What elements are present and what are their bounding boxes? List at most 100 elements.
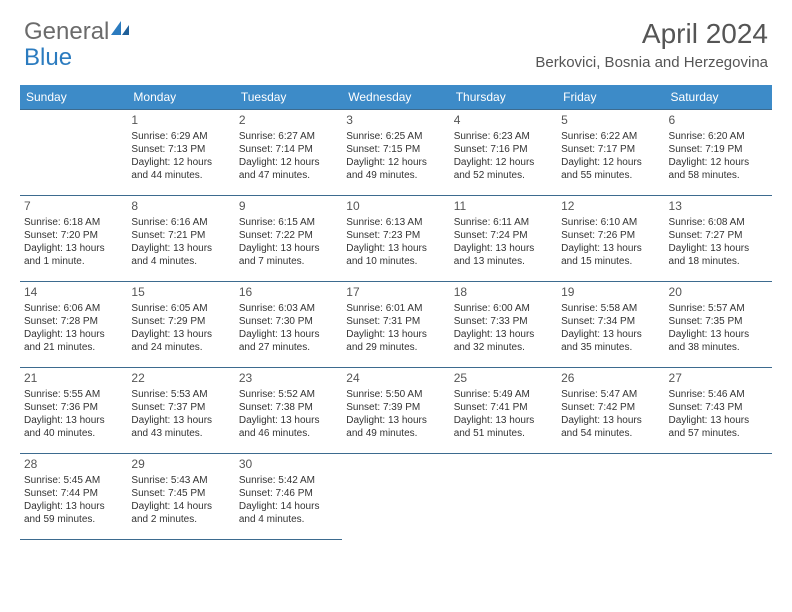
calendar-week-row: 21 Sunrise: 5:55 AMSunset: 7:36 PMDayligh…: [20, 368, 772, 454]
day-number: 11: [454, 199, 553, 214]
calendar-day-cell: 10 Sunrise: 6:13 AMSunset: 7:23 PMDayligh…: [342, 196, 449, 282]
day-data: Sunrise: 6:00 AMSunset: 7:33 PMDaylight:…: [454, 303, 553, 354]
day-data: Sunrise: 5:50 AMSunset: 7:39 PMDaylight:…: [346, 389, 445, 440]
calendar-day-cell: 18 Sunrise: 6:00 AMSunset: 7:33 PMDayligh…: [450, 282, 557, 368]
title-block: April 2024 Berkovici, Bosnia and Herzego…: [535, 18, 768, 71]
day-number: 7: [24, 199, 123, 214]
day-number: 30: [239, 457, 338, 472]
calendar-empty-cell: [342, 454, 449, 540]
day-number: 5: [561, 113, 660, 128]
day-data: Sunrise: 5:55 AMSunset: 7:36 PMDaylight:…: [24, 389, 123, 440]
calendar-week-row: 14 Sunrise: 6:06 AMSunset: 7:28 PMDayligh…: [20, 282, 772, 368]
day-data: Sunrise: 6:06 AMSunset: 7:28 PMDaylight:…: [24, 303, 123, 354]
dow-header-row: SundayMondayTuesdayWednesdayThursdayFrid…: [20, 85, 772, 110]
dow-header-cell: Wednesday: [342, 85, 449, 110]
day-number: 17: [346, 285, 445, 300]
calendar-day-cell: 4 Sunrise: 6:23 AMSunset: 7:16 PMDaylight…: [450, 110, 557, 196]
calendar-day-cell: 7 Sunrise: 6:18 AMSunset: 7:20 PMDaylight…: [20, 196, 127, 282]
calendar-day-cell: 15 Sunrise: 6:05 AMSunset: 7:29 PMDayligh…: [127, 282, 234, 368]
calendar-day-cell: 22 Sunrise: 5:53 AMSunset: 7:37 PMDayligh…: [127, 368, 234, 454]
day-data: Sunrise: 6:25 AMSunset: 7:15 PMDaylight:…: [346, 131, 445, 182]
dow-header-cell: Sunday: [20, 85, 127, 110]
calendar-week-row: 7 Sunrise: 6:18 AMSunset: 7:20 PMDaylight…: [20, 196, 772, 282]
calendar-day-cell: 21 Sunrise: 5:55 AMSunset: 7:36 PMDayligh…: [20, 368, 127, 454]
day-number: 26: [561, 371, 660, 386]
day-data: Sunrise: 6:18 AMSunset: 7:20 PMDaylight:…: [24, 217, 123, 268]
day-number: 18: [454, 285, 553, 300]
day-number: 15: [131, 285, 230, 300]
day-data: Sunrise: 6:10 AMSunset: 7:26 PMDaylight:…: [561, 217, 660, 268]
day-data: Sunrise: 6:01 AMSunset: 7:31 PMDaylight:…: [346, 303, 445, 354]
dow-header-cell: Friday: [557, 85, 664, 110]
day-data: Sunrise: 5:45 AMSunset: 7:44 PMDaylight:…: [24, 475, 123, 526]
calendar-day-cell: 23Sunrise: 5:52 AMSunset: 7:38 PMDayligh…: [235, 368, 342, 454]
calendar-day-cell: 24 Sunrise: 5:50 AMSunset: 7:39 PMDayligh…: [342, 368, 449, 454]
calendar-day-cell: 12 Sunrise: 6:10 AMSunset: 7:26 PMDayligh…: [557, 196, 664, 282]
day-data: Sunrise: 6:22 AMSunset: 7:17 PMDaylight:…: [561, 131, 660, 182]
day-number: 21: [24, 371, 123, 386]
calendar-day-cell: 2 Sunrise: 6:27 AMSunset: 7:14 PMDaylight…: [235, 110, 342, 196]
month-title: April 2024: [535, 18, 768, 50]
day-number: 28: [24, 457, 123, 472]
day-data: Sunrise: 6:20 AMSunset: 7:19 PMDaylight:…: [669, 131, 768, 182]
calendar-empty-cell: [20, 110, 127, 196]
day-number: 19: [561, 285, 660, 300]
calendar-day-cell: 9Sunrise: 6:15 AMSunset: 7:22 PMDaylight…: [235, 196, 342, 282]
day-number: 13: [669, 199, 768, 214]
day-data: Sunrise: 6:29 AMSunset: 7:13 PMDaylight:…: [131, 131, 230, 182]
calendar-day-cell: 13 Sunrise: 6:08 AMSunset: 7:27 PMDayligh…: [665, 196, 772, 282]
calendar-empty-cell: [665, 454, 772, 540]
day-number: 14: [24, 285, 123, 300]
dow-header-cell: Saturday: [665, 85, 772, 110]
day-number: 4: [454, 113, 553, 128]
day-data: Sunrise: 5:49 AMSunset: 7:41 PMDaylight:…: [454, 389, 553, 440]
calendar-day-cell: 27Sunrise: 5:46 AMSunset: 7:43 PMDayligh…: [665, 368, 772, 454]
day-data: Sunrise: 6:23 AMSunset: 7:16 PMDaylight:…: [454, 131, 553, 182]
calendar-day-cell: 11Sunrise: 6:11 AMSunset: 7:24 PMDayligh…: [450, 196, 557, 282]
calendar-day-cell: 14 Sunrise: 6:06 AMSunset: 7:28 PMDayligh…: [20, 282, 127, 368]
header: General April 2024 Berkovici, Bosnia and…: [0, 0, 792, 77]
day-number: 24: [346, 371, 445, 386]
day-number: 16: [239, 285, 338, 300]
calendar-table: SundayMondayTuesdayWednesdayThursdayFrid…: [20, 85, 772, 540]
calendar-week-row: 28 Sunrise: 5:45 AMSunset: 7:44 PMDayligh…: [20, 454, 772, 540]
day-data: Sunrise: 6:27 AMSunset: 7:14 PMDaylight:…: [239, 131, 338, 182]
calendar-empty-cell: [450, 454, 557, 540]
day-data: Sunrise: 6:13 AMSunset: 7:23 PMDaylight:…: [346, 217, 445, 268]
day-data: Sunrise: 5:58 AMSunset: 7:34 PMDaylight:…: [561, 303, 660, 354]
day-number: 2: [239, 113, 338, 128]
calendar-day-cell: 29 Sunrise: 5:43 AMSunset: 7:45 PMDayligh…: [127, 454, 234, 540]
logo-blue-row: Blue: [24, 44, 72, 72]
day-data: Sunrise: 6:08 AMSunset: 7:27 PMDaylight:…: [669, 217, 768, 268]
day-number: 3: [346, 113, 445, 128]
day-number: 12: [561, 199, 660, 214]
logo-sail-icon: [111, 21, 131, 44]
day-number: 9: [239, 199, 338, 214]
day-data: Sunrise: 6:05 AMSunset: 7:29 PMDaylight:…: [131, 303, 230, 354]
calendar-day-cell: 30 Sunrise: 5:42 AMSunset: 7:46 PMDayligh…: [235, 454, 342, 540]
logo-text-general: General: [24, 18, 109, 46]
calendar-day-cell: 17 Sunrise: 6:01 AMSunset: 7:31 PMDayligh…: [342, 282, 449, 368]
day-data: Sunrise: 6:03 AMSunset: 7:30 PMDaylight:…: [239, 303, 338, 354]
day-number: 29: [131, 457, 230, 472]
dow-header-cell: Monday: [127, 85, 234, 110]
calendar-day-cell: 3 Sunrise: 6:25 AMSunset: 7:15 PMDaylight…: [342, 110, 449, 196]
calendar-day-cell: 20 Sunrise: 5:57 AMSunset: 7:35 PMDayligh…: [665, 282, 772, 368]
day-number: 22: [131, 371, 230, 386]
calendar-day-cell: 25Sunrise: 5:49 AMSunset: 7:41 PMDayligh…: [450, 368, 557, 454]
day-number: 8: [131, 199, 230, 214]
day-number: 20: [669, 285, 768, 300]
day-data: Sunrise: 5:53 AMSunset: 7:37 PMDaylight:…: [131, 389, 230, 440]
day-number: 10: [346, 199, 445, 214]
day-data: Sunrise: 5:47 AMSunset: 7:42 PMDaylight:…: [561, 389, 660, 440]
day-data: Sunrise: 5:46 AMSunset: 7:43 PMDaylight:…: [669, 389, 768, 440]
day-data: Sunrise: 6:16 AMSunset: 7:21 PMDaylight:…: [131, 217, 230, 268]
calendar-day-cell: 6 Sunrise: 6:20 AMSunset: 7:19 PMDaylight…: [665, 110, 772, 196]
day-data: Sunrise: 5:42 AMSunset: 7:46 PMDaylight:…: [239, 475, 338, 526]
day-data: Sunrise: 5:43 AMSunset: 7:45 PMDaylight:…: [131, 475, 230, 526]
location-text: Berkovici, Bosnia and Herzegovina: [535, 54, 768, 71]
day-data: Sunrise: 5:57 AMSunset: 7:35 PMDaylight:…: [669, 303, 768, 354]
day-number: 6: [669, 113, 768, 128]
calendar-day-cell: 8 Sunrise: 6:16 AMSunset: 7:21 PMDaylight…: [127, 196, 234, 282]
day-number: 23: [239, 371, 338, 386]
